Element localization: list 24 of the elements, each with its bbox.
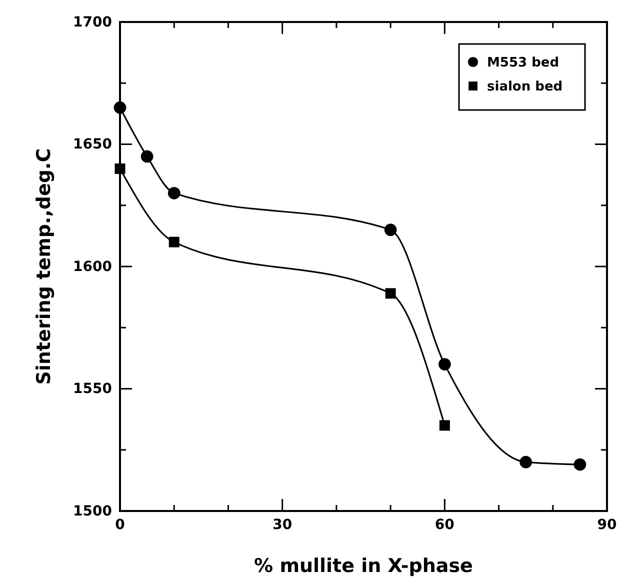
point — [520, 456, 532, 468]
y-tick-label: 1550 — [73, 381, 112, 398]
point — [168, 236, 180, 248]
point — [168, 186, 180, 200]
x-tick-label: 30 — [272, 516, 292, 533]
y-tick-label: 1650 — [73, 136, 112, 153]
y-tick-label: 1600 — [73, 258, 112, 275]
point — [384, 224, 397, 236]
point — [438, 358, 451, 370]
y-tick-label: 1700 — [73, 14, 112, 30]
point — [385, 288, 396, 299]
y-axis-title: Sintering temp.,deg.C — [33, 148, 55, 385]
point — [114, 163, 126, 174]
point — [140, 150, 154, 163]
x-tick-label: 60 — [434, 516, 455, 533]
point — [574, 458, 586, 471]
legend-label: sialon bed — [487, 80, 563, 95]
point — [439, 420, 450, 431]
x-tick-label: 0 — [115, 516, 126, 533]
legend-label: M553 bed — [487, 56, 560, 71]
x-tick-label: 90 — [597, 516, 617, 533]
point — [114, 101, 126, 114]
x-axis-title: % mullite in X-phase — [254, 555, 473, 577]
y-tick-label: 1500 — [73, 503, 112, 520]
